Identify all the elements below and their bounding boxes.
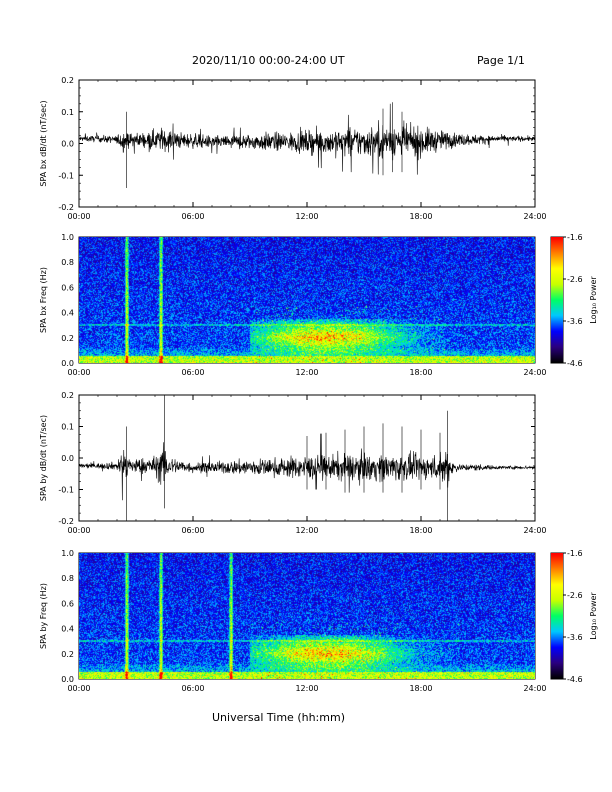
panel-4-ytick-label: 0.4 <box>61 625 74 634</box>
panel-2-colorbar-label: -2.6 <box>567 275 583 284</box>
panel-4-colorbar-label: -4.6 <box>567 675 583 684</box>
panel-3-xtick-label: 12:00 <box>295 526 318 535</box>
panel-2-ytick-label: 0.4 <box>61 309 74 318</box>
panel-1-trace <box>78 102 536 188</box>
panel-1-ytick-label: 0.0 <box>61 140 74 149</box>
panel-2-ytick-label: 0.0 <box>61 359 74 368</box>
panel-3-ytick-label: 0.2 <box>61 391 74 400</box>
panel-4-colorbar-label: -2.6 <box>567 591 583 600</box>
by-colorbar-image <box>551 553 563 679</box>
panel-3-xtick-label: 18:00 <box>409 526 432 535</box>
panel-4-ytick-label: 0.8 <box>61 574 74 583</box>
panel-3-ytick-label: -0.1 <box>58 486 74 495</box>
panel-4-ylabel: SPA by Freq (Hz) <box>39 583 48 649</box>
panel-2-xtick-label: 06:00 <box>181 368 204 377</box>
panel-4-xtick-label: 18:00 <box>409 684 432 693</box>
panel-4-colorbar-title: Log₁₀ Power <box>589 592 598 640</box>
panel-2-ytick-label: 1.0 <box>61 233 74 242</box>
page-title: 2020/11/10 00:00-24:00 UT <box>192 54 345 67</box>
panel-3-trace <box>78 395 536 521</box>
panel-2-colorbar-label: -4.6 <box>567 359 583 368</box>
panel-3-ylabel: SPA by dB/dt (nT/sec) <box>39 415 48 501</box>
panel-2-ytick-label: 0.2 <box>61 334 74 343</box>
panel-2-colorbar-label: -1.6 <box>567 233 583 242</box>
panel-4-xtick-label: 24:00 <box>523 684 546 693</box>
panel-4-xtick-label: 12:00 <box>295 684 318 693</box>
panel-4-ytick-label: 0.2 <box>61 650 74 659</box>
panel-1-ytick-label: 0.2 <box>61 76 74 85</box>
panel-4-ytick-label: 1.0 <box>61 549 74 558</box>
panel-4-colorbar-label: -1.6 <box>567 549 583 558</box>
panel-1-xtick-label: 06:00 <box>181 212 204 221</box>
bx-colorbar-image <box>551 237 563 363</box>
panel-2-ytick-label: 0.6 <box>61 283 74 292</box>
bx-spectrogram-image <box>79 237 535 363</box>
panel-3-xtick-label: 24:00 <box>523 526 546 535</box>
panel-2-ylabel: SPA bx Freq (Hz) <box>39 267 48 333</box>
panel-2-ytick-label: 0.8 <box>61 258 74 267</box>
panel-4-ytick-label: 0.0 <box>61 675 74 684</box>
panel-2-xtick-label: 24:00 <box>523 368 546 377</box>
panel-4-xtick-label: 06:00 <box>181 684 204 693</box>
panel-3-xtick-label: 06:00 <box>181 526 204 535</box>
panel-1-ytick-label: -0.1 <box>58 171 74 180</box>
panel-1-xtick-label: 12:00 <box>295 212 318 221</box>
panel-4-colorbar-label: -3.6 <box>567 633 583 642</box>
panel-3-ytick-label: 0.1 <box>61 423 74 432</box>
panel-2-xtick-label: 18:00 <box>409 368 432 377</box>
panel-1-xtick-label: 24:00 <box>523 212 546 221</box>
panel-4-ytick-label: 0.6 <box>61 599 74 608</box>
panel-2-colorbar-label: -3.6 <box>567 317 583 326</box>
panel-1-ytick-label: -0.2 <box>58 203 74 212</box>
panel-2-colorbar-title: Log₁₀ Power <box>589 276 598 324</box>
page-number: Page 1/1 <box>477 54 525 67</box>
panel-4-xtick-label: 00:00 <box>67 684 90 693</box>
panel-1-xtick-label: 18:00 <box>409 212 432 221</box>
x-axis-label: Universal Time (hh:mm) <box>212 711 345 724</box>
panel-1-ytick-label: 0.1 <box>61 108 74 117</box>
panel-2-xtick-label: 12:00 <box>295 368 318 377</box>
panel-3-ytick-label: -0.2 <box>58 517 74 526</box>
panel-3-ytick-label: 0.0 <box>61 454 74 463</box>
panel-1-ylabel: SPA bx dB/dt (nT/sec) <box>39 100 48 186</box>
panel-2-xtick-label: 00:00 <box>67 368 90 377</box>
panel-3-xtick-label: 00:00 <box>67 526 90 535</box>
panel-1-xtick-label: 00:00 <box>67 212 90 221</box>
by-spectrogram-image <box>79 553 535 679</box>
